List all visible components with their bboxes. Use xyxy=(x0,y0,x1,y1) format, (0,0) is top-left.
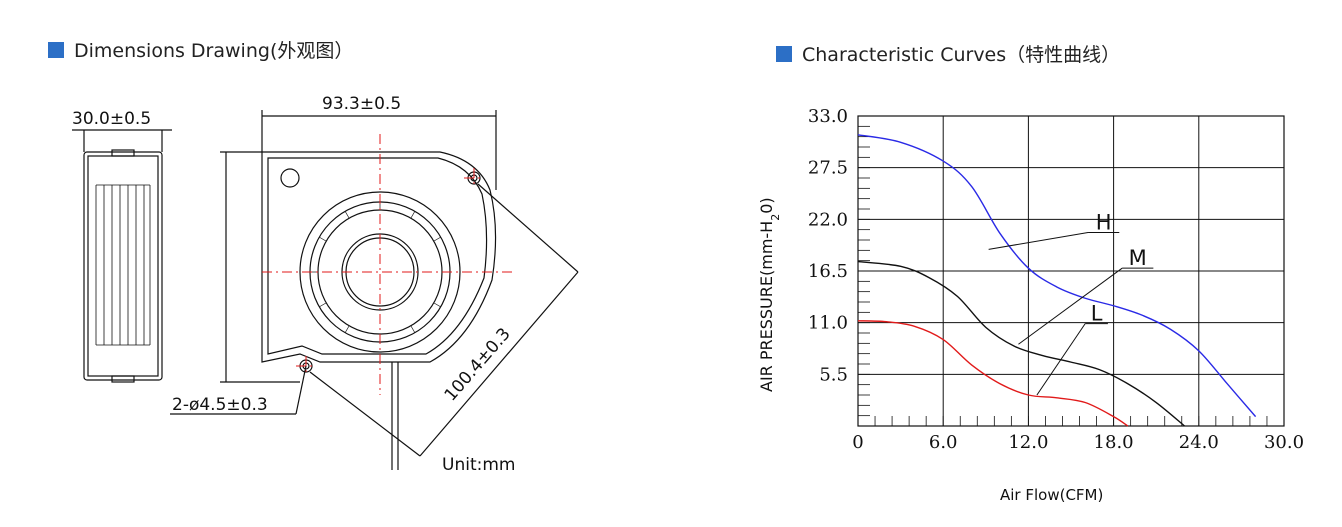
thickness-dimension: 30.0±0.5 xyxy=(72,109,151,129)
blue-square-bullet-icon xyxy=(48,41,64,58)
curve-label-leader xyxy=(988,231,1089,250)
y-tick-label: 22.0 xyxy=(808,209,848,230)
chart-grid xyxy=(857,115,1285,427)
curve-label-h: H xyxy=(1096,210,1112,234)
x-tick-label: 6.0 xyxy=(929,432,958,453)
chart-ticks: 0 6.0 12.0 18.0 24.0 30.0 5.5 11.0 16.5 22.0 27.5 3… xyxy=(808,106,1304,453)
width-dimension: 93.3±0.5 xyxy=(322,94,401,114)
y-tick-label: 5.5 xyxy=(819,364,848,385)
hole-dimension: 2-ø4.5±0.3 xyxy=(172,395,268,415)
x-tick-label: 24.0 xyxy=(1179,432,1219,453)
curve-l xyxy=(857,320,1129,427)
curve-label-l: L xyxy=(1091,302,1103,326)
y-axis-title: AIR PRESSURE(mm-H20) xyxy=(757,197,782,392)
fan-side-view xyxy=(72,129,172,383)
dimensions-title: Dimensions Drawing(外观图） xyxy=(48,36,353,63)
unit-label: Unit:mm xyxy=(442,455,515,475)
x-tick-label: 30.0 xyxy=(1264,432,1304,453)
curves-title: Characteristic Curves（特性曲线） xyxy=(776,40,1120,67)
curve-m xyxy=(857,260,1186,427)
chart-curves xyxy=(857,134,1257,427)
x-tick-label: 18.0 xyxy=(1094,432,1134,453)
y-axis-title-suffix: 0) xyxy=(757,197,776,213)
x-tick-label: 12.0 xyxy=(1008,432,1048,453)
curve-h xyxy=(857,134,1257,418)
curve-label-leader xyxy=(1036,323,1086,396)
y-tick-label: 11.0 xyxy=(808,313,848,334)
y-tick-label: 16.5 xyxy=(808,261,848,282)
y-axis-title-subscript: 2 xyxy=(769,214,782,221)
curve-label-m: M xyxy=(1129,246,1147,270)
x-axis-title: Air Flow(CFM) xyxy=(1000,486,1103,504)
x-tick-label: 0 xyxy=(852,432,863,453)
chart-curve-labels: HM L xyxy=(988,210,1154,396)
dimensions-title-text: Dimensions Drawing(外观图） xyxy=(74,40,354,62)
dimension-lines xyxy=(170,110,579,457)
y-axis-title-prefix: AIR PRESSURE(mm-H xyxy=(757,221,776,392)
blue-square-bullet-icon xyxy=(776,45,792,62)
y-tick-label: 33.0 xyxy=(808,106,848,127)
curves-title-text: Characteristic Curves（特性曲线） xyxy=(802,44,1121,66)
curve-label-leader xyxy=(1018,267,1123,345)
y-tick-label: 27.5 xyxy=(808,158,848,179)
